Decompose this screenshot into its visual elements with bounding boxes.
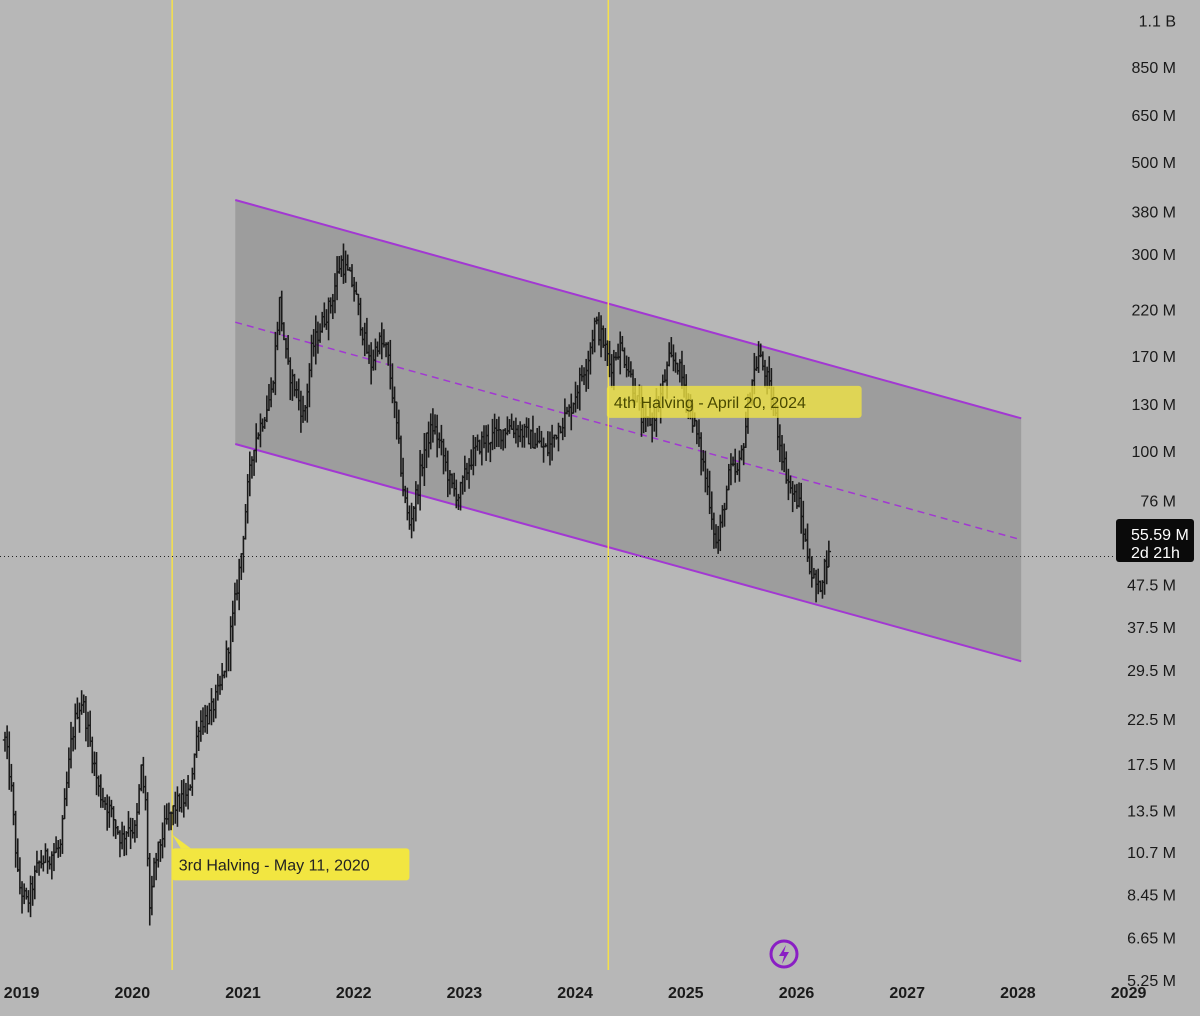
channel-fill (235, 199, 1022, 662)
y-tick-label: 300 M (1132, 247, 1176, 264)
ohlc-bar (826, 540, 832, 568)
y-tick-label: 650 M (1132, 108, 1176, 125)
halving-label-3[interactable]: 3rd Halving - May 11, 2020 (171, 834, 410, 881)
halving-label-text: 4th Halving - April 20, 2024 (614, 395, 806, 412)
y-axis[interactable]: 1.1 B 850 M 650 M 500 M 380 M 300 M 220 M 170 M… (1127, 14, 1176, 990)
channel-middle-line[interactable] (235, 321, 1022, 541)
current-price-countdown: 2d 21h (1131, 545, 1180, 562)
y-tick-label: 10.7 M (1127, 845, 1176, 862)
channel-layer (234, 199, 1022, 663)
x-axis[interactable]: 2019 2020 2021 2022 2023 2024 2025 2026 2027 2028… (4, 985, 1147, 1002)
y-tick-label: 220 M (1132, 303, 1176, 320)
y-tick-label: 1.1 B (1139, 14, 1176, 31)
halving-label-text: 3rd Halving - May 11, 2020 (179, 857, 370, 874)
x-tick-label: 2023 (447, 985, 483, 1002)
y-tick-label: 47.5 M (1127, 578, 1176, 595)
price-bars (2, 243, 832, 926)
current-price-value: 55.59 M (1131, 527, 1189, 544)
x-tick-label: 2026 (779, 985, 815, 1002)
x-tick-label: 2019 (4, 985, 40, 1002)
y-tick-label: 29.5 M (1127, 663, 1176, 680)
y-tick-label: 8.45 M (1127, 888, 1176, 905)
x-tick-label: 2022 (336, 985, 372, 1002)
x-tick-label: 2027 (889, 985, 925, 1002)
halving-label-4[interactable]: 4th Halving - April 20, 2024 (606, 385, 862, 418)
y-tick-label: 5.25 M (1127, 973, 1176, 990)
channel-lower-line[interactable] (234, 443, 1022, 663)
y-tick-label: 22.5 M (1127, 712, 1176, 729)
channel-upper-line[interactable] (234, 199, 1022, 420)
x-tick-label: 2021 (225, 985, 261, 1002)
halving-lines (171, 0, 610, 970)
halving-labels: 3rd Halving - May 11, 2020 4th Halving - … (171, 385, 862, 881)
current-price-tag-bg (1116, 519, 1194, 562)
x-tick-label: 2020 (115, 985, 151, 1002)
lightning-bolt-icon[interactable] (769, 939, 799, 969)
x-tick-label: 2029 (1111, 985, 1147, 1002)
y-tick-label: 380 M (1132, 204, 1176, 221)
current-price-tag: 55.59 M 2d 21h (1116, 519, 1194, 562)
y-tick-label: 850 M (1132, 60, 1176, 77)
y-tick-label: 37.5 M (1127, 620, 1176, 637)
x-tick-label: 2024 (557, 985, 593, 1002)
y-tick-label: 170 M (1132, 349, 1176, 366)
y-tick-label: 500 M (1132, 155, 1176, 172)
x-tick-label: 2028 (1000, 985, 1036, 1002)
y-tick-label: 76 M (1140, 493, 1176, 510)
y-tick-label: 13.5 M (1127, 804, 1176, 821)
y-tick-label: 17.5 M (1127, 757, 1176, 774)
x-tick-label: 2025 (668, 985, 704, 1002)
y-tick-label: 100 M (1132, 444, 1176, 461)
y-tick-label: 130 M (1132, 397, 1176, 414)
y-tick-label: 6.65 M (1127, 931, 1176, 948)
